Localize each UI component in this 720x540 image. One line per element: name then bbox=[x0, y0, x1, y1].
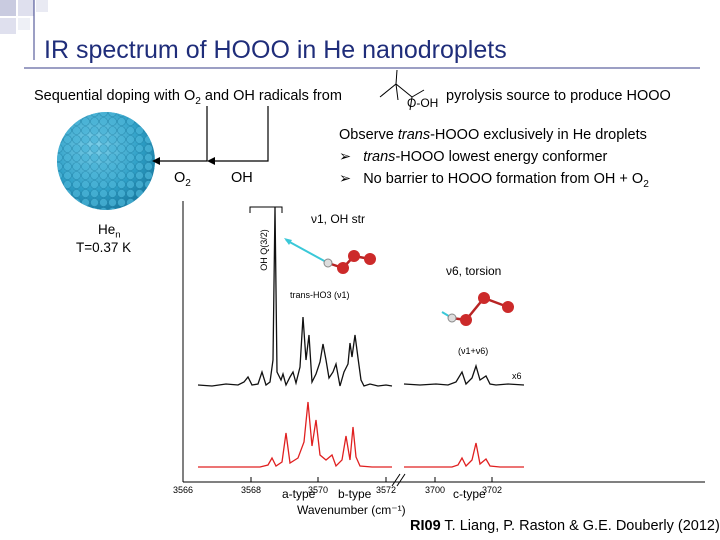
precursor-label: O-OH bbox=[407, 96, 439, 110]
x6-label: x6 bbox=[512, 371, 522, 381]
tick-label: 3572 bbox=[375, 485, 397, 495]
slide-title: IR spectrum of HOOO in He nanodroplets bbox=[44, 36, 507, 64]
tick-label: 3702 bbox=[481, 485, 503, 495]
tick-label: 3568 bbox=[240, 485, 262, 495]
v6-label: ν6, torsion bbox=[446, 264, 502, 278]
oh-label: OH bbox=[231, 170, 253, 186]
tick-label: 3700 bbox=[424, 485, 446, 495]
molecule-v6 bbox=[441, 292, 514, 326]
x-axis-label: Wavenumber (cm⁻¹) bbox=[297, 503, 406, 517]
droplet-temperature: T=0.37 K bbox=[76, 240, 132, 255]
bullet-lowest-energy: trans-HOOO lowest energy conformer bbox=[339, 149, 607, 165]
doping-text: Sequential doping with O2 and OH radical… bbox=[34, 88, 342, 107]
simulated-trace bbox=[198, 401, 392, 468]
tick-label: 3570 bbox=[307, 485, 329, 495]
v1-label: ν1, OH str bbox=[311, 212, 366, 226]
oh-line-label: OH Q(3/2) bbox=[259, 229, 269, 271]
trans-ho3-label: trans-HO3 (ν1) bbox=[290, 290, 350, 300]
c-type-label: c-type bbox=[453, 487, 486, 501]
molecule-v1 bbox=[284, 238, 376, 274]
experimental-trace bbox=[197, 206, 393, 387]
bullet-no-barrier: No barrier to HOOO formation from OH + O… bbox=[339, 171, 649, 190]
observe-text: Observe trans-HOOO exclusively in He dro… bbox=[339, 127, 647, 143]
pyrolysis-text: pyrolysis source to produce HOOO bbox=[446, 88, 671, 104]
a-type-label: a-type bbox=[282, 487, 316, 501]
droplet-label: Hen bbox=[98, 222, 121, 241]
o2-label: O2 bbox=[174, 170, 191, 189]
combination-label: (ν1+ν6) bbox=[458, 346, 489, 356]
citation: RI09 T. Liang, P. Raston & G.E. Douberly… bbox=[410, 518, 720, 534]
b-type-label: b-type bbox=[338, 487, 372, 501]
tick-label: 3566 bbox=[172, 485, 194, 495]
